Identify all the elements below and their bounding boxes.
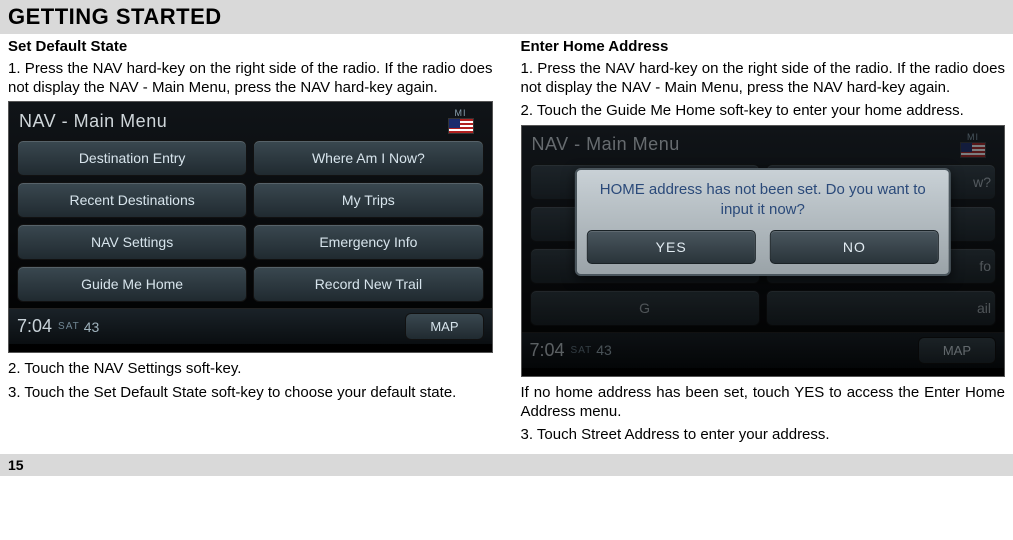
left-step-3: 3. Touch the Set Default State soft-key … bbox=[8, 383, 493, 402]
screen-title: NAV - Main Menu bbox=[532, 134, 961, 155]
screen-title-row: NAV - Main Menu MI bbox=[9, 102, 492, 138]
right-subhead: Enter Home Address bbox=[521, 38, 1006, 55]
temperature: 43 bbox=[596, 342, 612, 358]
two-column-layout: Set Default State 1. Press the NAV hard-… bbox=[0, 34, 1013, 448]
destination-entry-button[interactable]: Destination Entry bbox=[17, 140, 247, 176]
dialog-message: HOME address has not been set. Do you wa… bbox=[587, 180, 939, 221]
mi-flag-indicator: MI bbox=[960, 132, 986, 158]
nav-main-menu-screenshot: NAV - Main Menu MI Destination Entry Whe… bbox=[8, 101, 493, 353]
dimmed-button: G bbox=[530, 290, 760, 326]
clock-day: SAT bbox=[58, 321, 80, 332]
recent-destinations-button[interactable]: Recent Destinations bbox=[17, 182, 247, 218]
section-header: GETTING STARTED bbox=[0, 0, 1013, 34]
record-new-trail-button[interactable]: Record New Trail bbox=[253, 266, 483, 302]
map-button[interactable]: MAP bbox=[405, 313, 483, 340]
home-address-dialog-screenshot: NAV - Main Menu MI De w? Rec fo G ail bbox=[521, 125, 1006, 377]
screen-title-row: NAV - Main Menu MI bbox=[522, 126, 1005, 162]
temperature: 43 bbox=[84, 319, 100, 335]
left-subhead: Set Default State bbox=[8, 38, 493, 55]
menu-button-grid: Destination Entry Where Am I Now? Recent… bbox=[9, 138, 492, 308]
nav-settings-button[interactable]: NAV Settings bbox=[17, 224, 247, 260]
left-step-2: 2. Touch the NAV Settings soft-key. bbox=[8, 359, 493, 378]
right-step-3: 3. Touch Street Address to enter your ad… bbox=[521, 425, 1006, 444]
us-flag-icon bbox=[448, 118, 474, 134]
my-trips-button[interactable]: My Trips bbox=[253, 182, 483, 218]
right-note: If no home address has been set, touch Y… bbox=[521, 383, 1006, 421]
clock-time: 7:04 bbox=[530, 340, 565, 361]
right-column: Enter Home Address 1. Press the NAV hard… bbox=[521, 38, 1006, 448]
clock-day: SAT bbox=[571, 345, 593, 356]
where-am-i-button[interactable]: Where Am I Now? bbox=[253, 140, 483, 176]
page-footer: 15 bbox=[0, 454, 1013, 476]
screen-title: NAV - Main Menu bbox=[19, 111, 448, 132]
us-flag-icon bbox=[960, 142, 986, 158]
no-button[interactable]: NO bbox=[770, 230, 939, 264]
guide-me-home-button[interactable]: Guide Me Home bbox=[17, 266, 247, 302]
clock-time: 7:04 bbox=[17, 316, 52, 337]
dimmed-button: ail bbox=[766, 290, 996, 326]
right-step-2: 2. Touch the Guide Me Home soft-key to e… bbox=[521, 101, 1006, 120]
left-column: Set Default State 1. Press the NAV hard-… bbox=[8, 38, 493, 448]
status-bar: 7:04 SAT 43 MAP bbox=[522, 332, 1005, 368]
map-button[interactable]: MAP bbox=[918, 337, 996, 364]
home-address-dialog: HOME address has not been set. Do you wa… bbox=[575, 168, 951, 277]
right-step-1: 1. Press the NAV hard-key on the right s… bbox=[521, 59, 1006, 97]
left-step-1: 1. Press the NAV hard-key on the right s… bbox=[8, 59, 493, 97]
dialog-button-row: YES NO bbox=[587, 230, 939, 264]
status-bar: 7:04 SAT 43 MAP bbox=[9, 308, 492, 344]
mi-label: MI bbox=[967, 132, 979, 142]
yes-button[interactable]: YES bbox=[587, 230, 756, 264]
page-number: 15 bbox=[8, 457, 24, 473]
emergency-info-button[interactable]: Emergency Info bbox=[253, 224, 483, 260]
section-title: GETTING STARTED bbox=[8, 4, 1005, 30]
mi-label: MI bbox=[455, 108, 467, 118]
mi-flag-indicator: MI bbox=[448, 108, 474, 134]
